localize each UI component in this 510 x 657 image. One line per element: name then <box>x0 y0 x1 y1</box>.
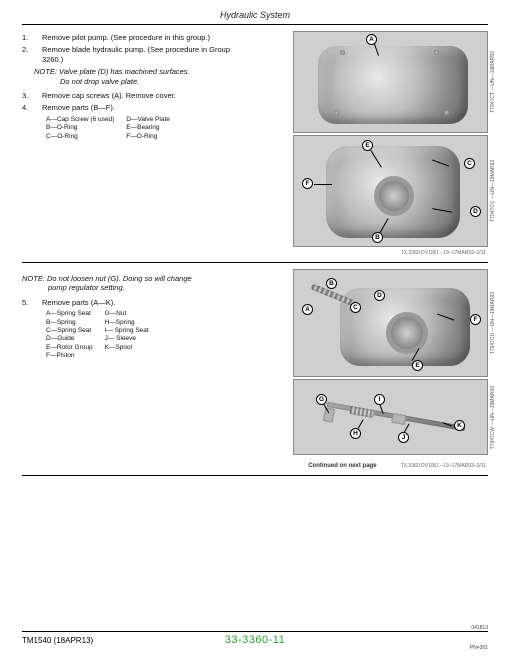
callout-j: J <box>398 432 409 443</box>
step: 5.Remove parts (A—K). <box>32 298 238 307</box>
callout-f: F <box>302 178 313 189</box>
section-1-text: 1.Remove pilot pump. (See procedure in t… <box>22 31 238 256</box>
figure-1-side-caption: T7947CT —UN—19MAR93 <box>490 36 498 128</box>
figure-3: A B C D F E T7947CU —UN—19MAR93 <box>293 269 488 377</box>
callout-c: C <box>464 158 475 169</box>
figure-4-image: G H I J K <box>293 379 488 455</box>
figure-4-side-caption: T7947CW —UN—19MAR93 <box>490 384 498 452</box>
legend-col: A—Cap Screw (6 used) B—O-Ring C—O-Ring <box>46 116 114 141</box>
page-footer: 041813 TM1540 (18APR13) 33-3360-11 TM154… <box>0 626 510 657</box>
steps-2: 5.Remove parts (A—K). <box>22 298 238 307</box>
callout-d: D <box>374 290 385 301</box>
figure-2-credit: TX,3360,DV1061 –19–17MAR93–2/11 <box>291 250 486 256</box>
header-rule <box>22 24 488 25</box>
legend-col: D—Valve Plate E—Bearing F—O-Ring <box>126 116 170 141</box>
figure-1: A T7947CT —UN—19MAR93 <box>293 31 488 133</box>
figure-2: E C D F B T7947CV —UN—19MAR93 <box>293 135 488 247</box>
page-title: Hydraulic System <box>22 10 488 20</box>
step: 1.Remove pilot pump. (See procedure in t… <box>32 33 238 42</box>
steps-1b: 3.Remove cap screws (A). Remove cover. 4… <box>22 91 238 113</box>
footer-center: 33-3360-11 <box>225 634 285 646</box>
callout-a: A <box>366 34 377 45</box>
section-1-figures: A T7947CT —UN—19MAR93 E C D F B <box>244 31 488 256</box>
callout-a: A <box>302 304 313 315</box>
callout-e: E <box>412 360 423 371</box>
figure-3-side-caption: T7947CU —UN—19MAR93 <box>490 274 498 371</box>
step: 3.Remove cap screws (A). Remove cover. <box>32 91 238 100</box>
manual-page: Hydraulic System 1.Remove pilot pump. (S… <box>0 0 510 657</box>
section-2: NOTE: Do not loosen nut (G). Doing so wi… <box>22 269 488 469</box>
callout-b: B <box>326 278 337 289</box>
callout-k: K <box>454 420 465 431</box>
footer-rule <box>22 631 488 632</box>
note: NOTE: Valve plate (D) has machined surfa… <box>34 67 238 86</box>
callout-b: B <box>372 232 383 243</box>
callout-d: D <box>470 206 481 217</box>
section-2-text: NOTE: Do not loosen nut (G). Doing so wi… <box>22 269 238 469</box>
callout-h: H <box>350 428 361 439</box>
figure-4: G H I J K T7947CW —UN—19MAR93 <box>293 379 488 455</box>
legend-col: G—Nut H—Spring I— Spring Seat J— Sleeve … <box>105 310 149 361</box>
bottom-section-rule <box>22 475 488 476</box>
figure-1-image: A <box>293 31 488 133</box>
step: 2.Remove blade hydraulic pump. (See proc… <box>32 45 238 64</box>
legend-1: A—Cap Screw (6 used) B—O-Ring C—O-Ring D… <box>46 116 238 141</box>
legend-col: A—Spring Seat B—Spring C—Spring Seat D—G… <box>46 310 93 361</box>
continued-text: Continued on next page <box>244 463 401 469</box>
footer-left: TM1540 (18APR13) <box>22 636 93 645</box>
step: 4.Remove parts (B—F). <box>32 103 238 112</box>
section-1: 1.Remove pilot pump. (See procedure in t… <box>22 31 488 256</box>
callout-c: C <box>350 302 361 313</box>
figure-4-credit: TX,3360,DV1061 –19–17MAR93–3/11 <box>401 463 486 469</box>
section-divider <box>22 262 488 263</box>
note: NOTE: Do not loosen nut (G). Doing so wi… <box>22 274 238 293</box>
callout-g: G <box>316 394 327 405</box>
figure-2-image: E C D F B <box>293 135 488 247</box>
callout-f: F <box>470 314 481 325</box>
steps-1: 1.Remove pilot pump. (See procedure in t… <box>22 33 238 64</box>
legend-2: A—Spring Seat B—Spring C—Spring Seat D—G… <box>46 310 238 361</box>
section-2-figures: A B C D F E T7947CU —UN—19MAR93 <box>244 269 488 469</box>
figure-2-side-caption: T7947CV —UN—19MAR93 <box>490 140 498 241</box>
figure-3-image: A B C D F E <box>293 269 488 377</box>
